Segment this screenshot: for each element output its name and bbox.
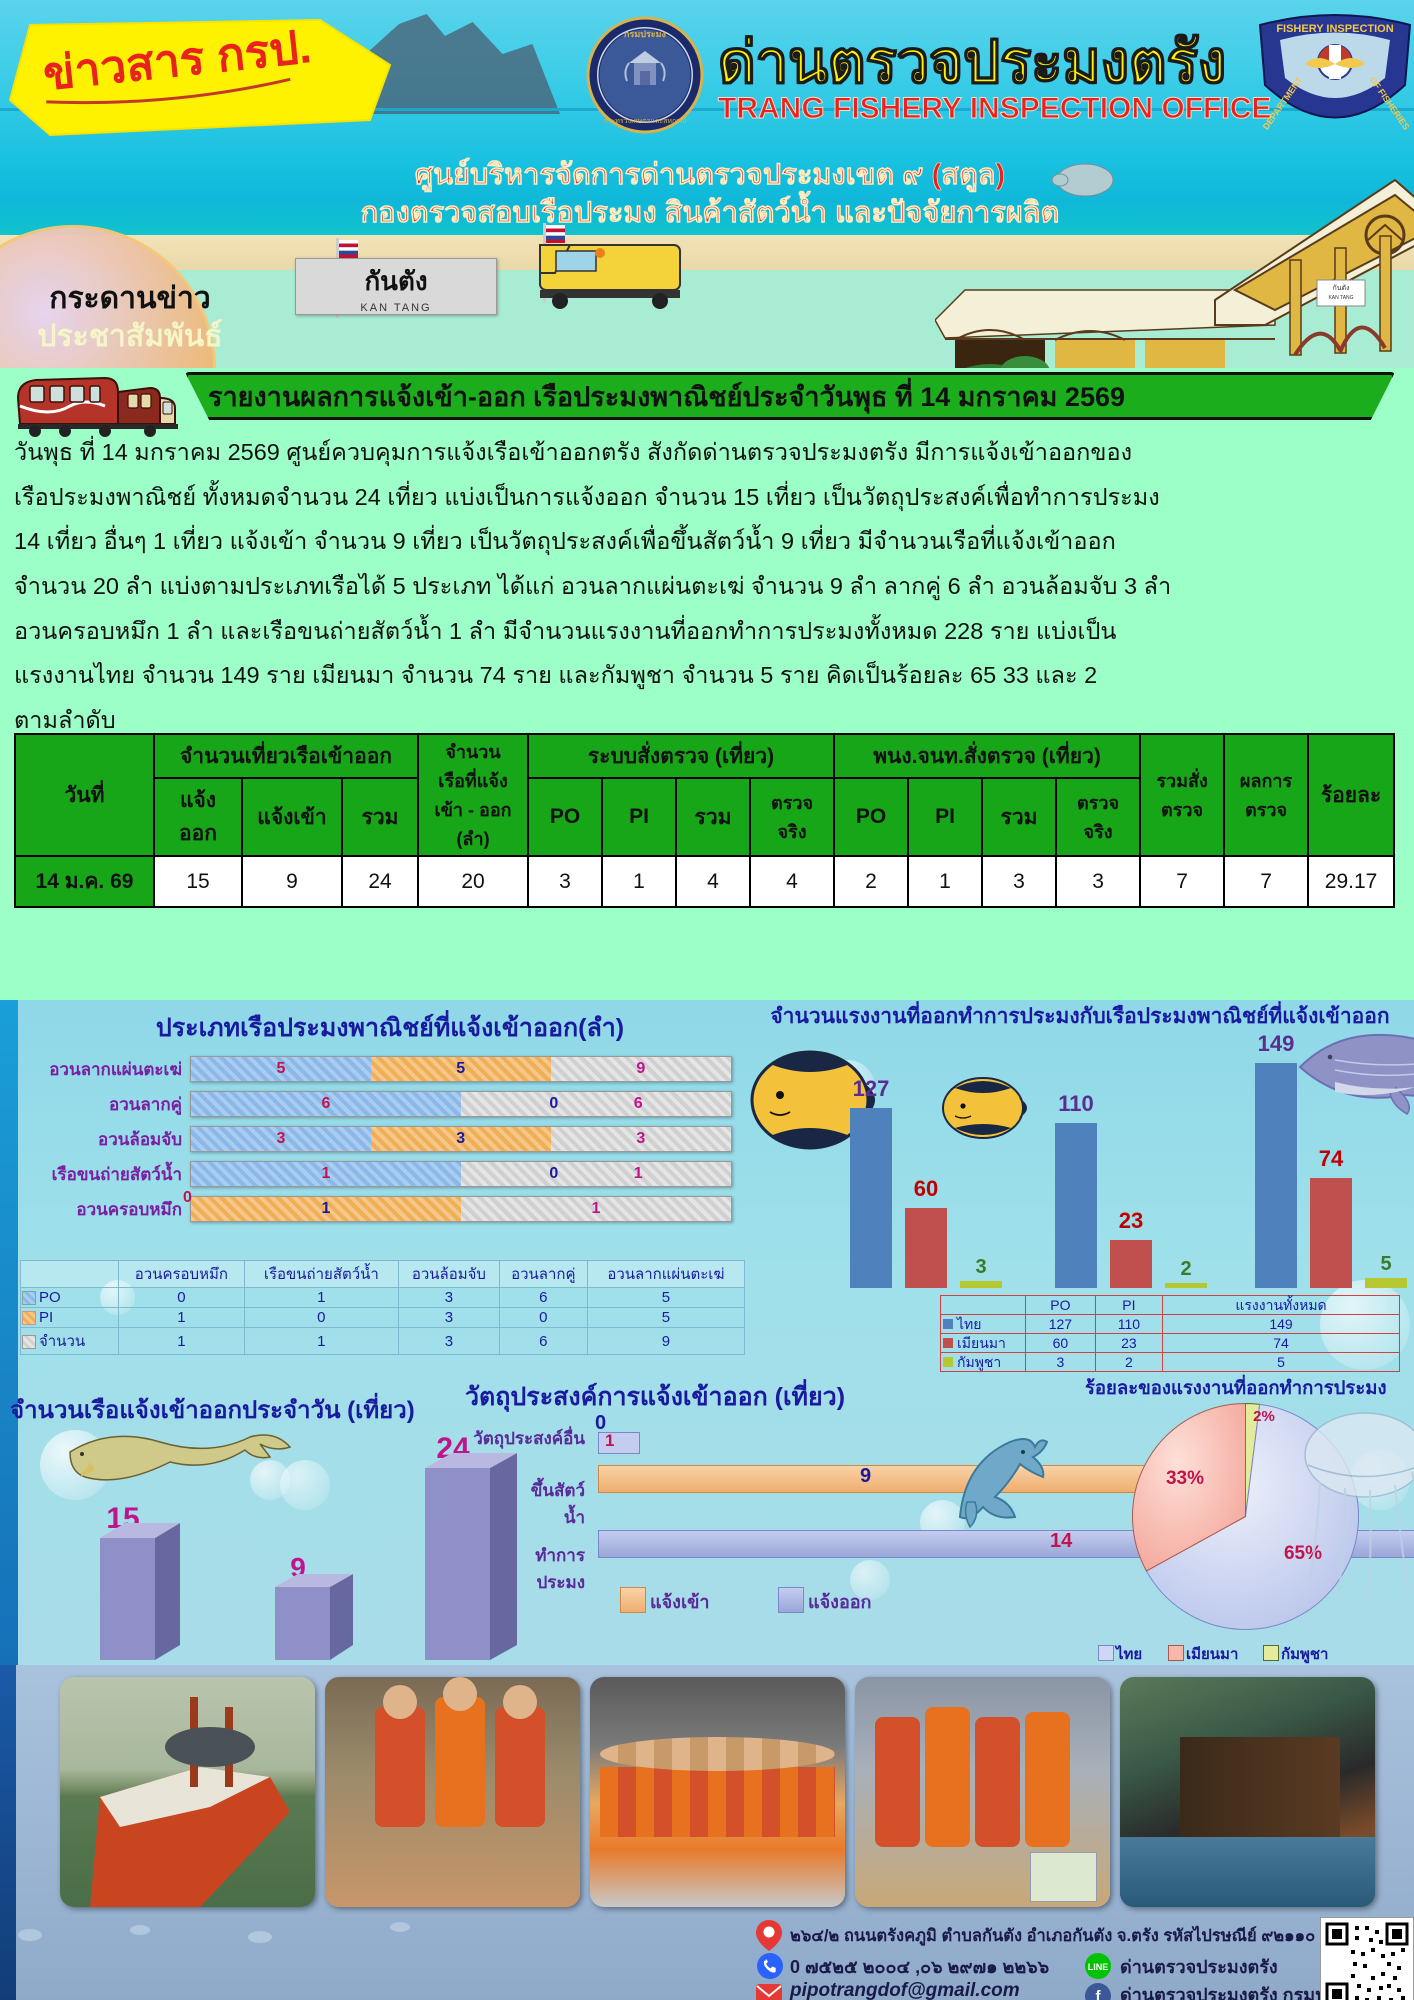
svg-text:LINE: LINE (1088, 1962, 1109, 1972)
svg-text:2: 2 (1180, 1258, 1191, 1280)
svg-text:KAN TANG: KAN TANG (1328, 295, 1353, 301)
svg-text:กรมประมง: กรมประมง (624, 29, 666, 39)
svg-text:5: 5 (1380, 1253, 1391, 1275)
svg-text:3: 3 (975, 1256, 986, 1278)
svg-text:110: 110 (1058, 1091, 1094, 1116)
svg-text:60: 60 (914, 1176, 938, 1201)
svg-text:FISHERY INSPECTION: FISHERY INSPECTION (1276, 23, 1393, 35)
svg-text:2%: 2% (1253, 1408, 1275, 1425)
svg-text:กระทรวงเกษตรและสหกรณ์: กระทรวงเกษตรและสหกรณ์ (604, 117, 687, 125)
svg-text:74: 74 (1319, 1146, 1344, 1171)
svg-text:กันตัง: กันตัง (1333, 284, 1350, 292)
svg-text:127: 127 (853, 1076, 890, 1101)
svg-text:33%: 33% (1166, 1468, 1204, 1489)
svg-text:23: 23 (1119, 1208, 1143, 1233)
svg-text:149: 149 (1258, 1031, 1295, 1056)
